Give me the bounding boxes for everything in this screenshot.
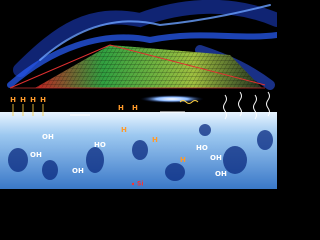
plasma-glow xyxy=(140,95,204,103)
h-label: H xyxy=(121,126,127,134)
oh-label: OH xyxy=(210,154,222,162)
si-h-bonds xyxy=(12,104,44,116)
oh-label: OH xyxy=(72,167,84,175)
ho-label: HO xyxy=(196,144,208,152)
sheet-grid xyxy=(35,45,262,88)
h-label: H xyxy=(30,96,36,104)
sheet-edge xyxy=(9,44,266,89)
h-label: H xyxy=(20,96,26,104)
h-label: H xyxy=(118,104,124,112)
oh-label: OH xyxy=(42,133,54,141)
illustration: H H H H H H H H H OH OH OH OH OH HO HO S… xyxy=(0,0,277,189)
oh-label: OH xyxy=(215,170,227,178)
arrows xyxy=(70,91,270,120)
page: H H H H H H H H H OH OH OH OH OH HO HO S… xyxy=(0,0,277,189)
h-label: H xyxy=(132,104,138,112)
flames xyxy=(7,0,277,90)
h-label: H xyxy=(40,96,46,104)
si-label: Si xyxy=(137,181,143,188)
h-label: H xyxy=(10,96,16,104)
oh-label: OH xyxy=(30,151,42,159)
ho-label: HO xyxy=(94,141,106,149)
h-label: H xyxy=(180,156,186,164)
h-label: H xyxy=(152,136,158,144)
si-dot xyxy=(131,182,135,186)
pores xyxy=(8,124,273,181)
